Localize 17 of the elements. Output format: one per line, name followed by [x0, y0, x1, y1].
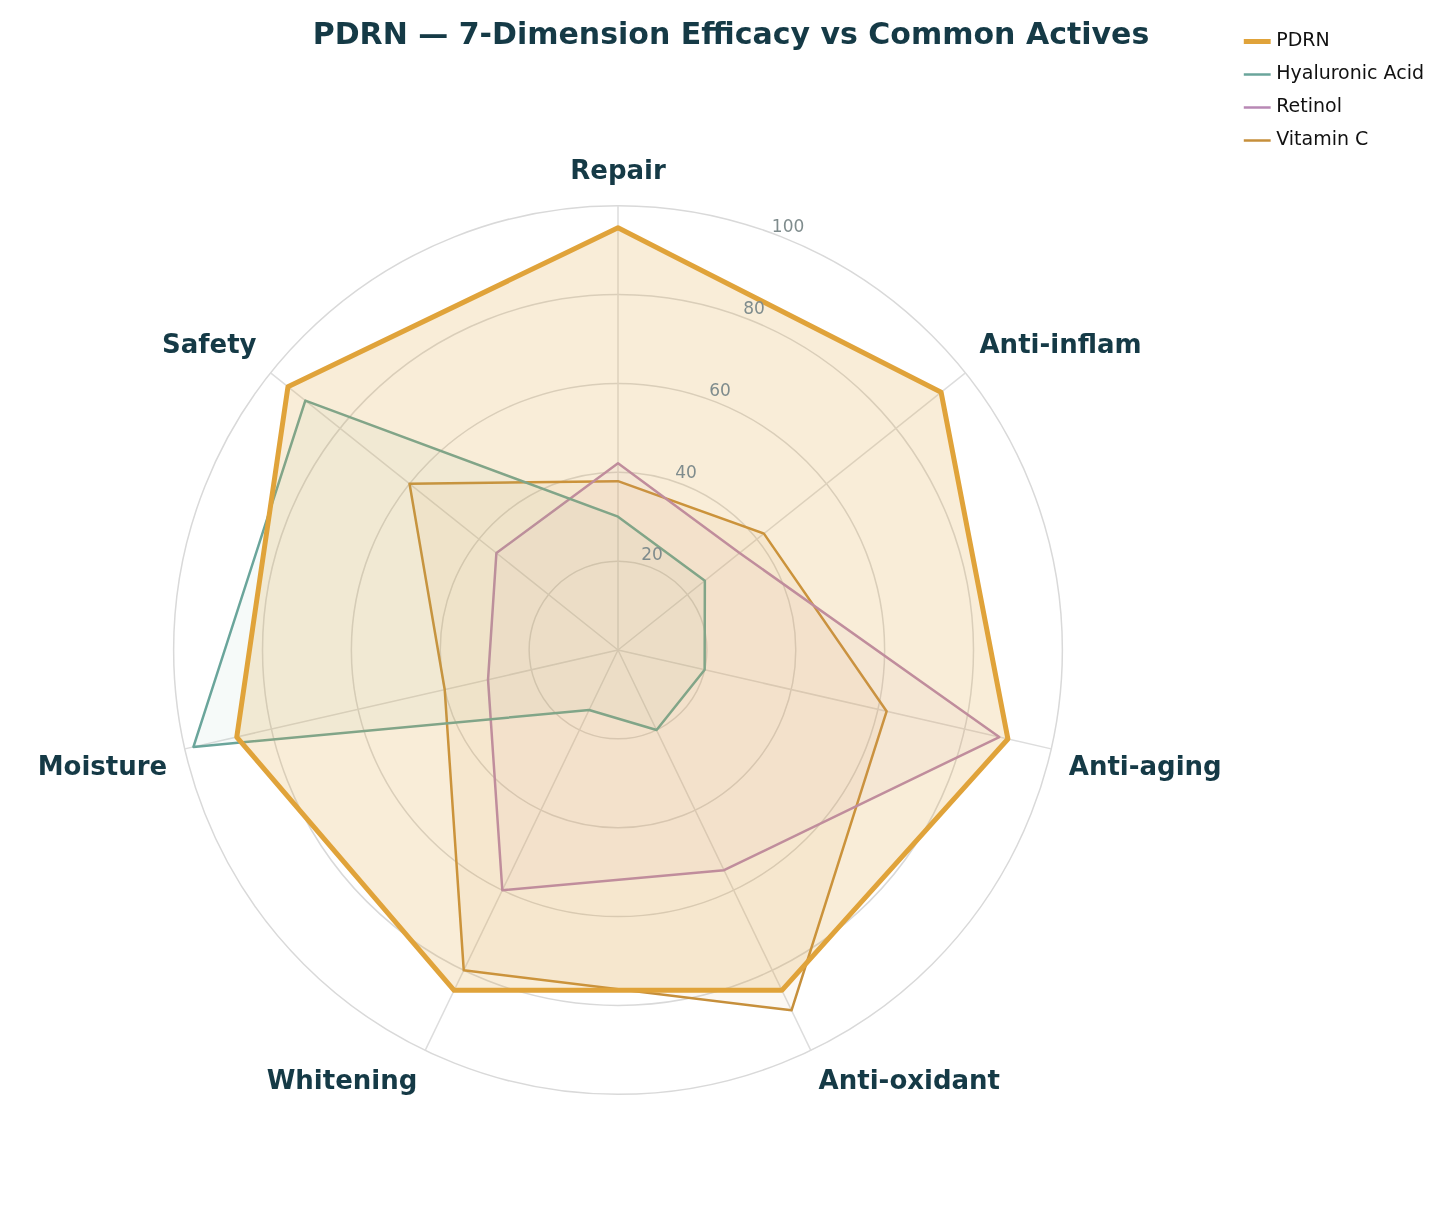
legend-label: PDRN — [1276, 28, 1330, 51]
legend-label: Vitamin C — [1276, 127, 1369, 150]
spoke-label: Moisture — [37, 751, 168, 782]
chart-title: PDRN — 7-Dimension Efficacy vs Common Actives — [312, 15, 1150, 51]
spoke-label: Anti-oxidant — [818, 1064, 1001, 1095]
y-tick-label: 80 — [743, 297, 765, 318]
y-tick-label: 100 — [771, 215, 805, 236]
legend-label: Hyaluronic Acid — [1276, 61, 1425, 84]
spoke-label: Anti-aging — [1068, 751, 1222, 782]
spoke-label: Whitening — [266, 1064, 418, 1095]
spoke-label: Repair — [570, 154, 666, 185]
spoke-label: Safety — [161, 328, 257, 359]
y-tick-label: 40 — [675, 462, 697, 483]
y-tick-label: 20 — [641, 544, 663, 565]
legend-label: Retinol — [1276, 94, 1342, 117]
spoke-label: Anti-inflam — [979, 328, 1142, 359]
y-tick-label: 60 — [709, 380, 731, 401]
